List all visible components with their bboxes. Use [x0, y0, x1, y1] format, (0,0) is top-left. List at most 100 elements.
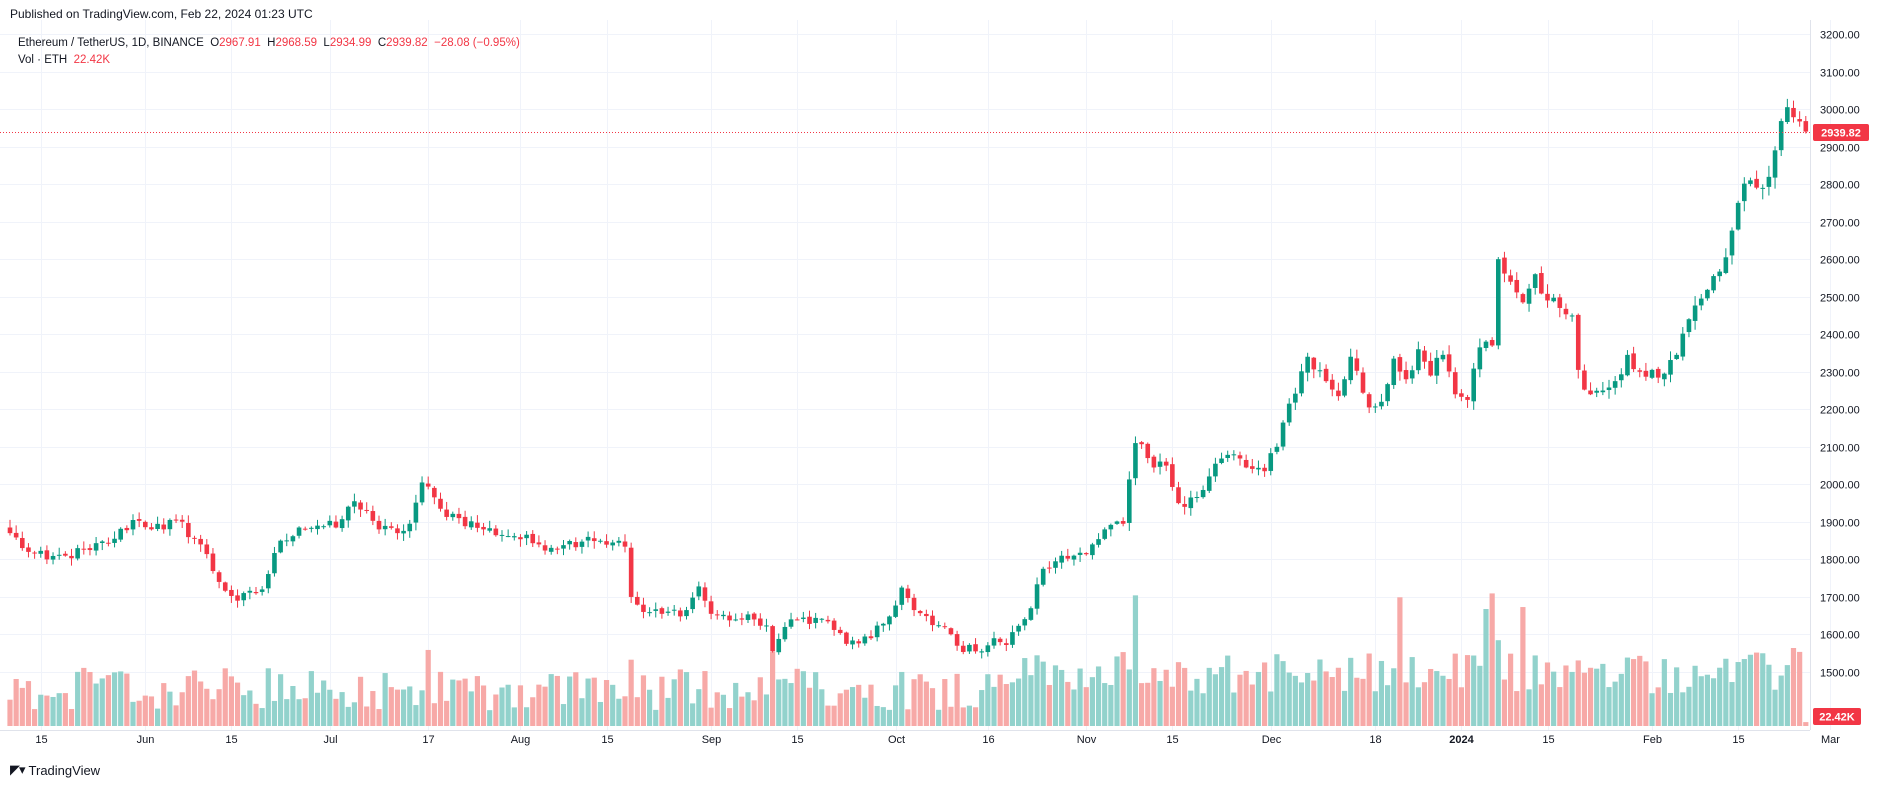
candle-body — [1053, 561, 1058, 568]
volume-bar — [1372, 691, 1378, 726]
x-tick-label: Aug — [511, 734, 531, 746]
volume-bar — [148, 696, 155, 726]
x-tick-label: Mar — [1821, 734, 1840, 746]
volume-bar — [770, 651, 776, 726]
volume-bar — [284, 699, 290, 726]
volume-bar — [185, 676, 191, 726]
tradingview-brand[interactable]: ◤▾ TradingView — [10, 762, 100, 778]
x-tick-label: Sep — [702, 734, 722, 746]
x-tick-label: Jun — [137, 734, 155, 746]
candle-body — [764, 625, 769, 627]
candle-body — [708, 601, 714, 614]
volume-bar — [1747, 654, 1754, 726]
volume-bar — [1723, 658, 1729, 726]
volume-bar — [917, 674, 923, 726]
volume-bar — [1803, 722, 1809, 726]
candle-body — [1655, 368, 1661, 378]
volume-bar — [745, 692, 751, 726]
volume-bar — [1563, 665, 1569, 726]
volume-bar — [856, 684, 862, 726]
candle-body — [948, 628, 954, 635]
volume-bar — [198, 681, 204, 726]
candle-body — [481, 526, 486, 530]
candle-body — [1569, 315, 1575, 317]
volume-bar — [757, 677, 763, 726]
candle-body — [222, 582, 228, 591]
candle-body — [112, 538, 117, 543]
volume-bar — [1040, 661, 1046, 726]
candle-body — [930, 615, 935, 626]
candle-body — [321, 526, 326, 528]
legend-low-label: L — [323, 37, 330, 49]
volume-bar — [1397, 597, 1403, 726]
candle-body — [1323, 368, 1329, 382]
volume-bar — [647, 689, 653, 726]
volume-bar — [1544, 662, 1551, 726]
volume-bar — [886, 709, 893, 726]
candle-body — [524, 534, 529, 539]
candle-body — [622, 541, 628, 547]
volume-bar — [585, 678, 591, 726]
volume-bar — [1741, 659, 1747, 726]
candle-body — [26, 547, 31, 552]
volume-bar — [1637, 655, 1643, 726]
volume-bar — [733, 682, 739, 726]
volume-bar — [776, 679, 782, 726]
volume-bar — [1323, 671, 1329, 726]
candle-body — [1575, 314, 1581, 370]
legend-volume-label[interactable]: Vol · ETH — [18, 54, 68, 66]
volume-bar — [1009, 682, 1016, 726]
volume-bar — [788, 683, 794, 726]
volume-bar — [1508, 653, 1514, 726]
legend-open-value: 2967.91 — [219, 37, 261, 49]
candle-body — [1219, 458, 1224, 464]
legend-symbol[interactable]: Ethereum / TetherUS, 1D, BINANCE — [18, 37, 204, 49]
candle-body — [1243, 459, 1249, 468]
legend-high-value: 2968.59 — [275, 37, 318, 49]
candle-body — [530, 533, 536, 544]
volume-bar — [1311, 680, 1317, 726]
volume-bar — [1692, 665, 1698, 726]
volume-bar — [560, 704, 567, 726]
volume-bar — [234, 682, 241, 726]
candle-body — [69, 555, 74, 559]
candle-body — [678, 610, 683, 617]
candle-body — [1735, 202, 1741, 230]
y-tick-label: 2700.00 — [1820, 218, 1860, 230]
candle-body — [413, 502, 419, 523]
volume-bar — [634, 697, 640, 726]
volume-bar — [708, 707, 714, 726]
volume-bar — [1587, 667, 1594, 726]
legend-open-label: O — [210, 37, 220, 49]
candle-body — [702, 587, 708, 601]
candle-body — [1742, 183, 1747, 202]
volume-bar — [1624, 657, 1631, 726]
candle-body — [1526, 288, 1532, 304]
volume-bar — [1108, 684, 1114, 726]
volume-bar — [1532, 655, 1538, 726]
candle-body — [721, 614, 726, 617]
volume-bar — [1790, 648, 1797, 726]
candle-body — [296, 527, 302, 536]
y-tick-label: 2500.00 — [1820, 293, 1860, 305]
volume-bar — [1409, 657, 1415, 726]
candle-body — [782, 626, 788, 640]
candle-body — [868, 636, 874, 639]
x-tick-label: Nov — [1077, 734, 1097, 746]
volume-bar — [893, 685, 899, 726]
volume-bar — [1341, 690, 1348, 726]
volume-bar — [1102, 683, 1108, 726]
candle-body — [358, 502, 363, 510]
brand-name: TradingView — [28, 762, 101, 778]
candle-body — [1182, 503, 1187, 507]
volume-bar — [1655, 687, 1661, 726]
candle-body — [745, 614, 751, 620]
volume-bar — [628, 659, 634, 726]
volume-bar — [579, 698, 585, 726]
volume-bar — [302, 698, 308, 726]
volume-bar — [1151, 668, 1157, 726]
x-tick-label: 15 — [225, 734, 237, 746]
candle-body — [1385, 384, 1390, 402]
candle-body — [253, 591, 259, 594]
